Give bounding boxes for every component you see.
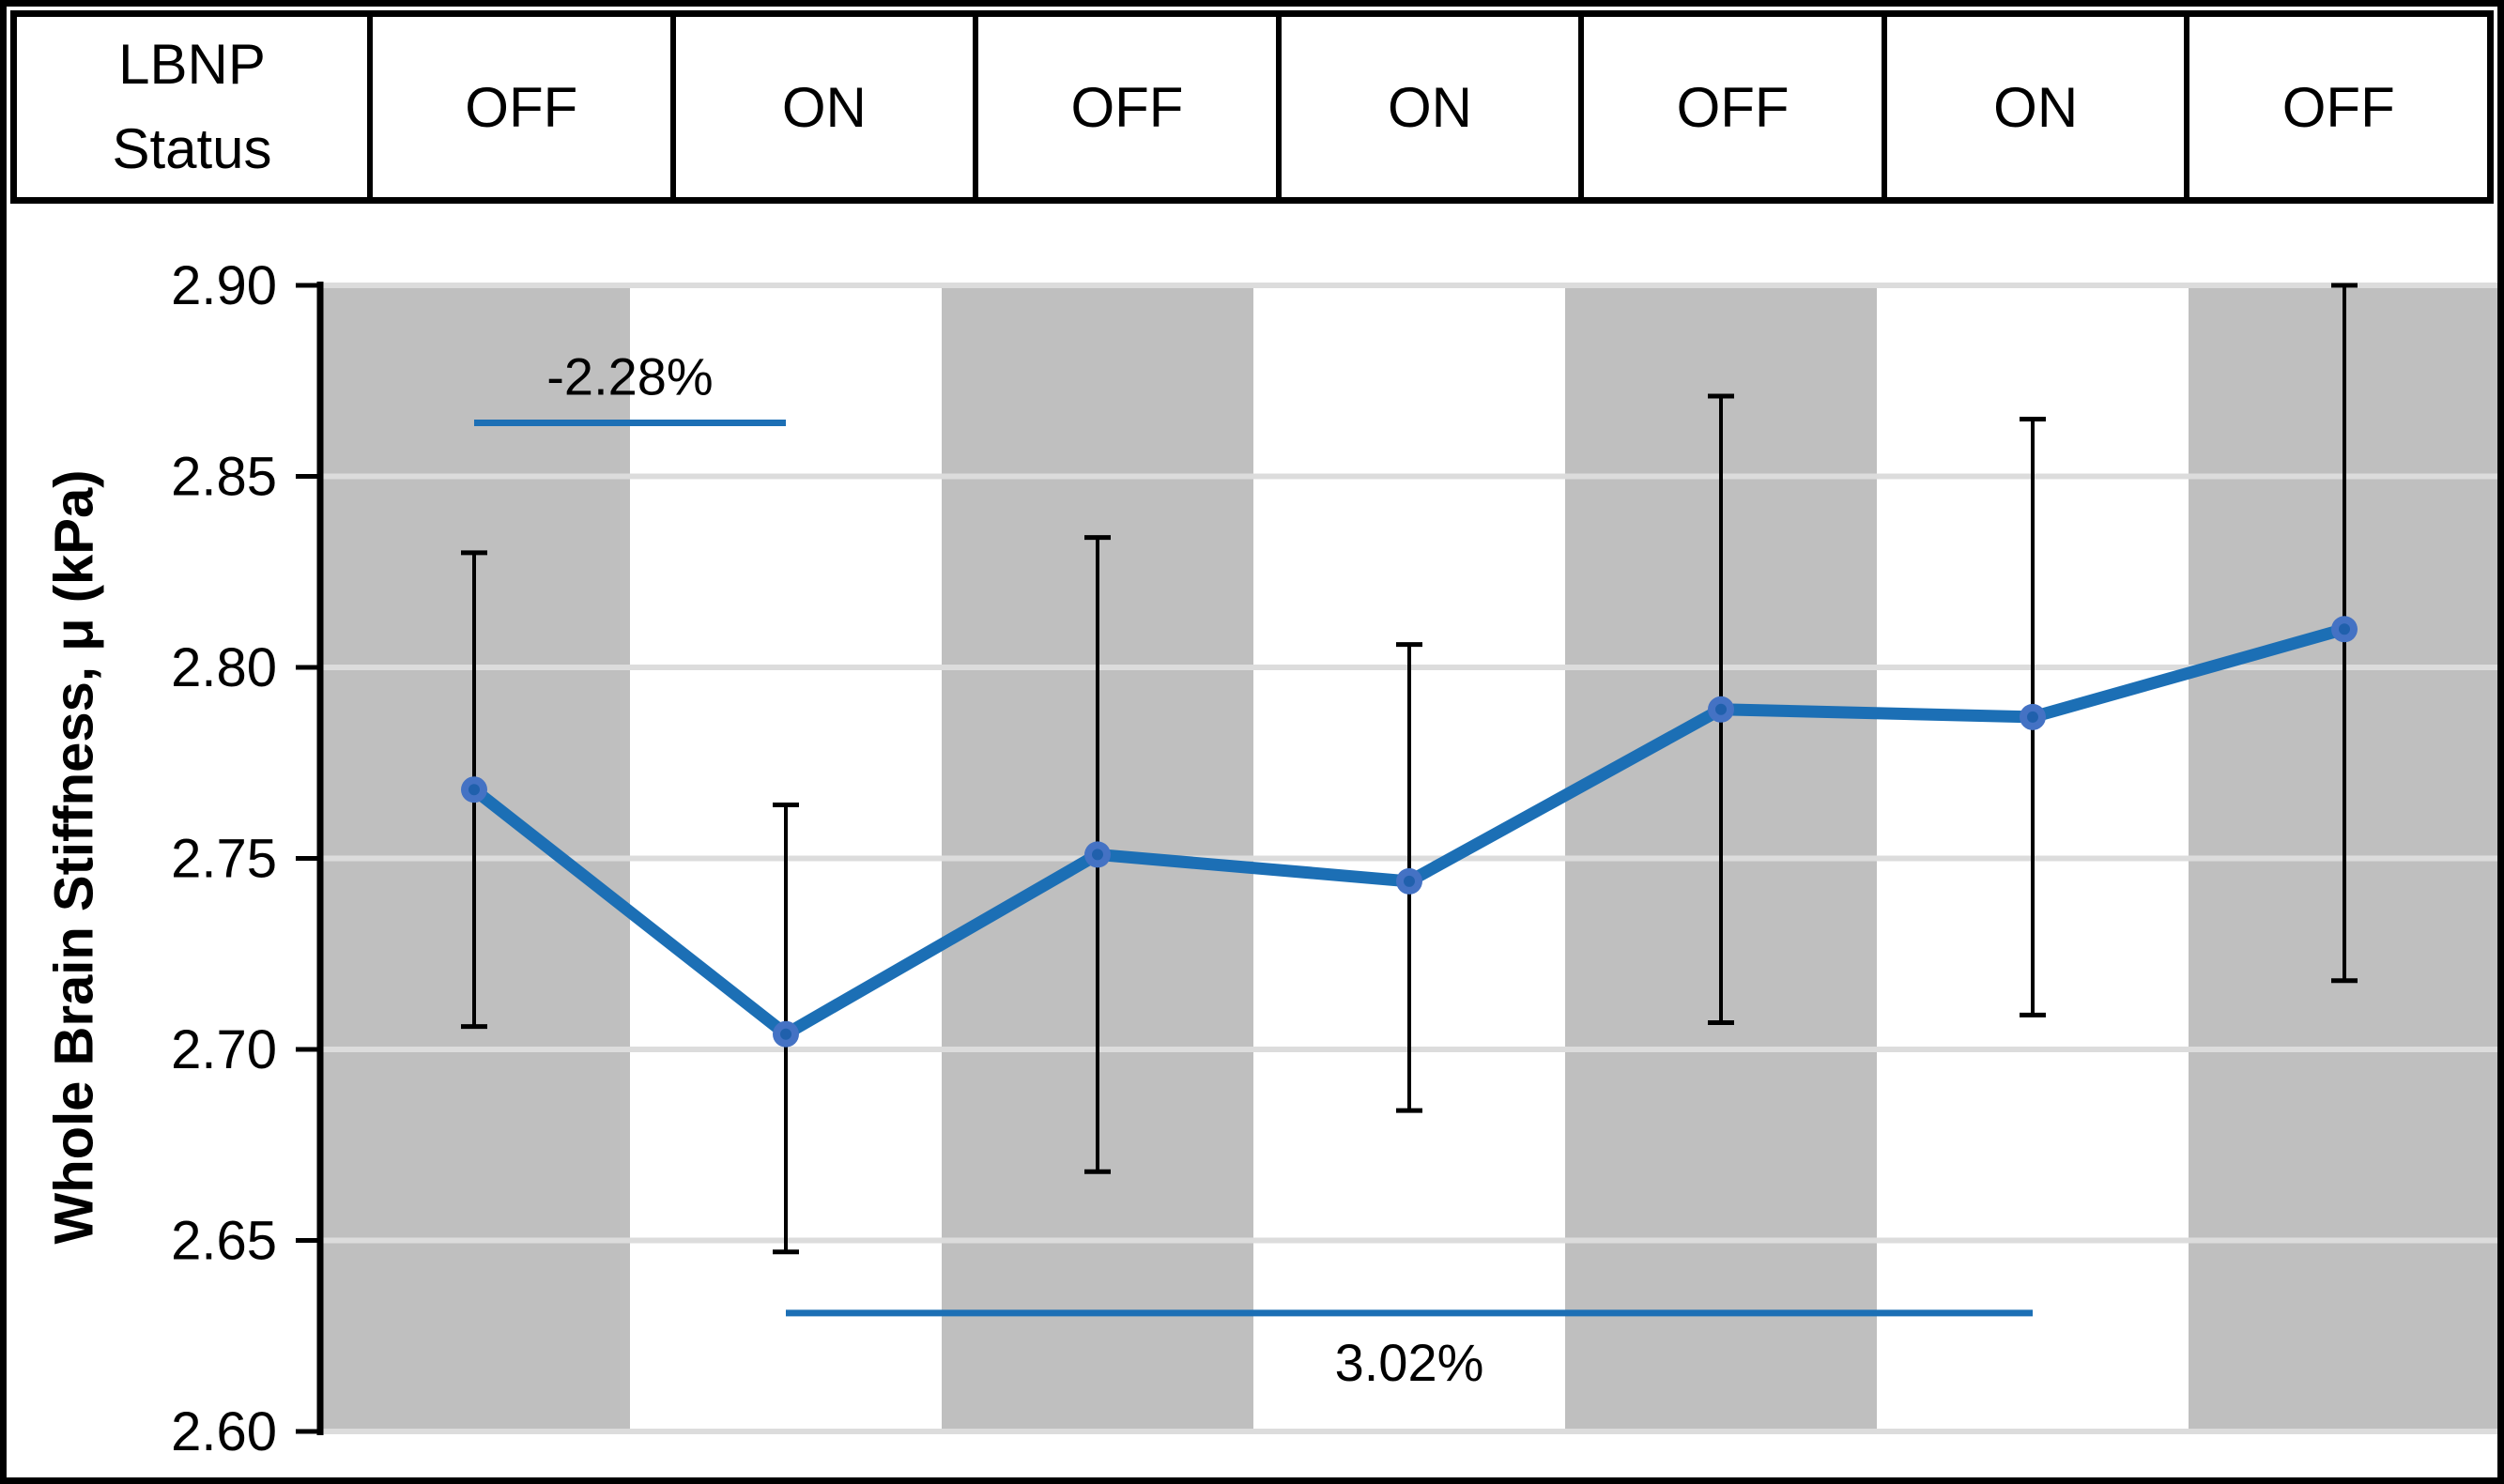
- header-cell-status-3: OFF: [978, 17, 1282, 197]
- data-point-marker-center: [469, 784, 480, 796]
- header-row-label-cell: LBNP Status: [17, 17, 373, 197]
- header-cell-status-1: OFF: [373, 17, 676, 197]
- header-cell-status-4: ON: [1282, 17, 1585, 197]
- y-tick-label: 2.65: [171, 1211, 277, 1272]
- data-point-marker-center: [2339, 623, 2350, 635]
- y-tick-label: 2.70: [171, 1019, 277, 1080]
- y-tick-label: 2.60: [171, 1401, 277, 1462]
- header-cell-status-7: OFF: [2281, 75, 2395, 139]
- header-cell-status-5: OFF: [1584, 17, 1887, 197]
- data-point-marker-center: [2027, 711, 2038, 723]
- annotation-label: -2.28%: [546, 347, 713, 406]
- y-tick-label: 2.80: [171, 637, 277, 698]
- data-point-marker-center: [1092, 849, 1103, 861]
- data-point-marker-center: [1715, 703, 1727, 715]
- lbnp-status-table: LBNP Status OFF ON OFF ON OFF ON OFF: [10, 10, 2494, 204]
- annotation-label: 3.02%: [1335, 1333, 1484, 1392]
- y-tick-label: 2.75: [171, 829, 277, 890]
- data-point-marker-center: [780, 1028, 791, 1040]
- header-cell-status-2: ON: [676, 17, 979, 197]
- header-cell-status-6: ON: [1887, 17, 2190, 197]
- y-tick-label: 2.90: [171, 255, 277, 316]
- y-tick-label: 2.85: [171, 447, 277, 508]
- data-point-marker-center: [1404, 875, 1415, 887]
- chart-plot: 2.90 2.85 2.80 2.75 2.70 2.65 2.60 -2.28% 3.02%: [171, 255, 2497, 1462]
- header-row-label: LBNP Status: [112, 33, 272, 180]
